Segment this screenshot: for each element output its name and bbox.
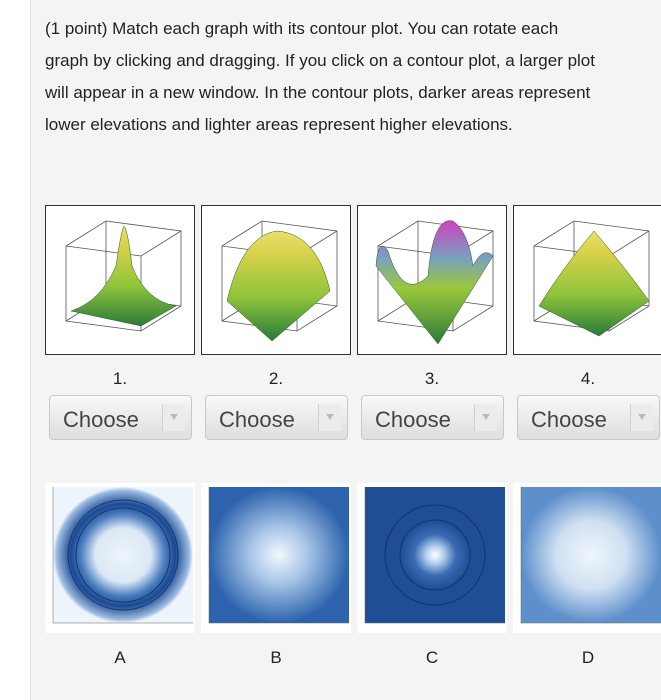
contour-plot[interactable] (201, 483, 351, 633)
match-dropdown[interactable]: Choose (49, 395, 192, 440)
surface-plot (375, 220, 494, 345)
contour-plot[interactable] (513, 483, 661, 633)
match-dropdown[interactable]: Choose (517, 395, 660, 440)
arrow-icon (638, 414, 646, 420)
dropdown-text: Choose (531, 407, 607, 432)
graph-label: 3. (424, 369, 440, 388)
contour-plot[interactable] (45, 483, 195, 633)
contour-image (208, 487, 349, 624)
contour-image (52, 487, 193, 624)
graph-label: 1. (112, 369, 128, 388)
contour-label: B (270, 648, 282, 667)
dropdown-text: Choose (63, 407, 139, 432)
contour-plot[interactable] (357, 483, 507, 633)
surface-plot (221, 220, 338, 342)
contour-image (520, 487, 661, 624)
contour-image (364, 487, 505, 624)
contour-label: A (114, 648, 126, 667)
surface-graph[interactable] (45, 205, 195, 355)
arrow-icon (326, 414, 334, 420)
arrow-icon (170, 414, 178, 420)
dropdown-arrow (318, 404, 341, 431)
dropdown-text: Choose (219, 407, 295, 432)
graph-label: 2. (268, 369, 284, 388)
contour-label: C (425, 648, 439, 667)
contour-label: D (581, 648, 595, 667)
question-text: (1 point) Match each graph with its cont… (45, 19, 595, 134)
surface-plot (65, 220, 182, 332)
match-dropdown[interactable]: Choose (361, 395, 504, 440)
dropdown-arrow (162, 404, 185, 431)
surface-plot (533, 220, 650, 337)
arrow-icon (482, 414, 490, 420)
dropdown-text: Choose (375, 407, 451, 432)
surface-graph[interactable] (513, 205, 661, 355)
surface-graph[interactable] (357, 205, 507, 355)
dropdown-arrow (474, 404, 497, 431)
graph-label: 4. (580, 369, 596, 388)
surface-graph[interactable] (201, 205, 351, 355)
match-dropdown[interactable]: Choose (205, 395, 348, 440)
dropdown-arrow (630, 404, 653, 431)
